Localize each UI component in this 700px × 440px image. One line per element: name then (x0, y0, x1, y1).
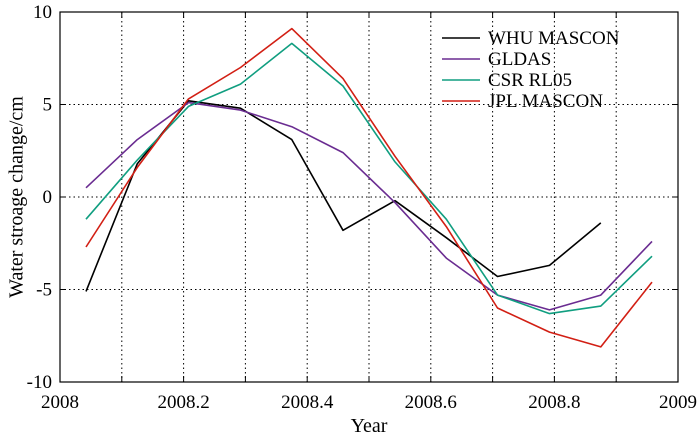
y-tick-label: -5 (36, 280, 52, 301)
series-line-whu-mascon (85, 100, 602, 292)
y-tick-label: 10 (33, 2, 52, 23)
axis-ticks: 2008 2008.2 2008.4 2008.6 2008.8 2009 -10 -5 0 5 1… (27, 2, 697, 413)
y-tick-label: 5 (43, 95, 53, 116)
x-tick-label: 2008.6 (405, 392, 457, 413)
x-tick-label: 2008.4 (281, 392, 334, 413)
x-tick-label: 2009 (659, 392, 697, 413)
grid-lines (60, 12, 678, 382)
x-tick-label: 2008.8 (528, 392, 580, 413)
series-line-gldas (85, 101, 653, 311)
legend: WHU MASCON GLDAS CSR RL05 JPL MASCON (442, 28, 620, 112)
y-axis-title: Water stroage change/cm (6, 96, 28, 298)
legend-label-whu-mascon: WHU MASCON (488, 28, 620, 49)
x-axis-title: Year (351, 415, 388, 437)
y-tick-label: -10 (27, 372, 52, 393)
legend-label-gldas: GLDAS (488, 49, 551, 70)
x-tick-label: 2008.2 (157, 392, 209, 413)
series-lines (85, 27, 653, 348)
y-tick-label: 0 (43, 187, 53, 208)
legend-label-jpl-mascon: JPL MASCON (488, 91, 603, 112)
x-tick-label: 2008 (41, 392, 79, 413)
legend-label-csr-rl05: CSR RL05 (488, 70, 572, 91)
series-line-jpl-mascon (85, 27, 653, 348)
series-line-csr-rl05 (85, 42, 653, 315)
